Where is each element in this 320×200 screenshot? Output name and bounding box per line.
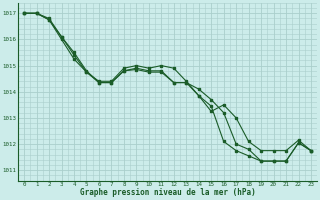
X-axis label: Graphe pression niveau de la mer (hPa): Graphe pression niveau de la mer (hPa) bbox=[80, 188, 255, 197]
